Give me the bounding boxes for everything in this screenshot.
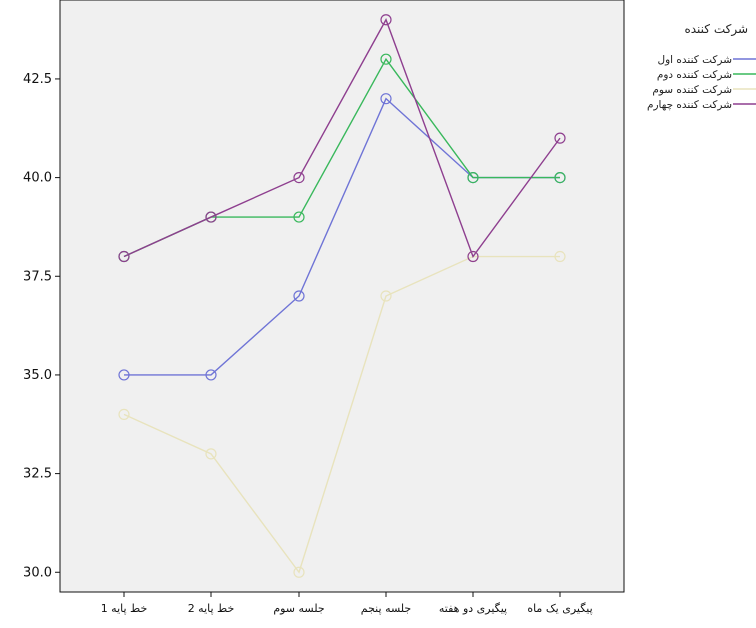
series-markers [118,14,566,578]
y-tick-label: 30.0 [23,565,52,580]
data-point-series-2-4 [380,53,392,65]
data-point-series-4-2 [205,211,217,223]
legend-item-label: شرکت کننده دوم [657,69,732,81]
data-point-series-4-5 [467,250,479,263]
x-tick-label: پیگیری یک ماه [527,602,592,615]
data-point-series-4-3 [293,172,305,184]
x-tick-label: خط پایه 2 [188,602,235,615]
legend-title: شرکت کننده [684,22,748,37]
legend-item-label: شرکت کننده سوم [652,84,732,96]
x-tick-label: جلسه سوم [273,602,324,615]
y-tick-label: 35.0 [23,368,52,383]
data-point-series-3-2 [205,448,217,460]
legend-item-label: شرکت کننده اول [657,54,732,66]
data-point-series-3-1 [118,408,130,420]
x-tick-label: خط پایه 1 [101,602,148,615]
x-axis: خط پایه 1 خط پایه 2 جلسه سوم جلسه پنجم پیگیر… [101,592,593,615]
data-point-series-3-3 [293,566,305,578]
legend: شرکت کننده شرکت کننده اول شرکت کننده دوم ش… [647,22,756,111]
x-tick-label: جلسه پنجم [361,602,411,615]
data-point-series-1-4 [380,93,392,105]
data-point-series-3-4 [380,290,392,302]
data-point-series-1-2 [205,369,217,381]
y-tick-label: 42.5 [23,72,52,87]
y-tick-label: 32.5 [23,467,52,482]
series-lines [123,18,561,574]
data-point-series-1-3 [293,290,305,302]
data-point-series-2-3 [293,211,305,223]
data-point-series-4-6 [554,132,566,144]
data-point-series-1-1 [118,369,130,381]
y-tick-label: 40.0 [23,171,52,186]
plot-area-background [59,0,625,593]
y-tick-label: 37.5 [23,269,52,284]
data-point-series-2-5 [467,172,479,184]
data-point-series-2-6 [554,172,566,184]
data-point-series-4-4 [380,14,392,26]
x-tick-label: پیگیری دو هفته [439,602,507,615]
y-axis: 30.0 32.5 35.0 37.5 40.0 42.5 [23,72,60,580]
data-point-series-4-1 [118,250,130,263]
legend-item-label: شرکت کننده چهارم [647,99,732,111]
series-line-4 [123,18,561,258]
data-point-series-3-6 [554,250,566,263]
series-line-3 [123,255,560,574]
